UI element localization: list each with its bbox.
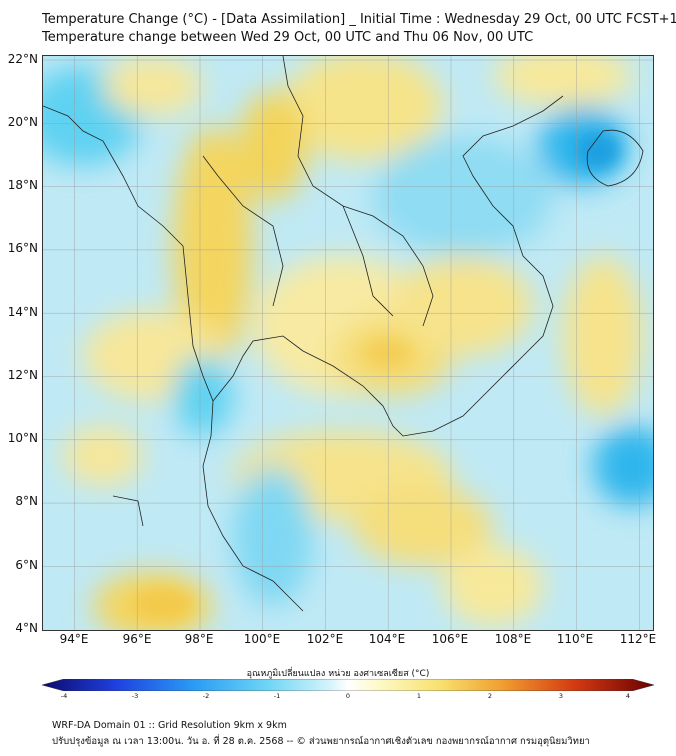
lon-label: 100°E: [243, 632, 281, 646]
temperature-field: [43, 56, 653, 630]
lat-label: 8°N: [15, 494, 38, 508]
lat-label: 12°N: [7, 368, 38, 382]
lon-label: 98°E: [184, 632, 214, 646]
lon-label: 112°E: [619, 632, 657, 646]
lat-label: 14°N: [7, 305, 38, 319]
colorbar-tick: 2: [487, 692, 493, 700]
lat-label: 10°N: [7, 431, 38, 445]
lon-label: 96°E: [122, 632, 152, 646]
colorbar-tick: -3: [131, 692, 139, 700]
colorbar-tick: 1: [416, 692, 422, 700]
colorbar-title: อุณหภูมิเปลี่ยนแปลง หน่วย องศาเซลเซียส (…: [246, 669, 430, 679]
lon-label: 106°E: [431, 632, 469, 646]
lon-label: 94°E: [59, 632, 89, 646]
colorbar-tick: -4: [60, 692, 68, 700]
lon-label: 104°E: [368, 632, 406, 646]
coastlines: [43, 56, 644, 612]
lon-label: 110°E: [556, 632, 594, 646]
lat-label: 16°N: [7, 241, 38, 255]
temperature-change-map: [42, 55, 654, 631]
colorbar-tick: 0: [345, 692, 351, 700]
footer-update-info: ปรับปรุงข้อมูล ณ เวลา 13:00น. วัน อ. ที่…: [52, 736, 590, 747]
lon-label: 102°E: [306, 632, 344, 646]
colorbar-tick: -1: [273, 692, 281, 700]
lon-label: 108°E: [494, 632, 532, 646]
map-subtitle: Temperature change between Wed 29 Oct, 0…: [42, 30, 534, 45]
lat-label: 6°N: [15, 558, 38, 572]
map-title: Temperature Change (°C) - [Data Assimila…: [42, 12, 676, 27]
colorbar: [42, 679, 654, 691]
lat-label: 22°N: [7, 52, 38, 66]
footer-model-info: WRF-DA Domain 01 :: Grid Resolution 9km …: [52, 720, 287, 731]
lat-label: 20°N: [7, 115, 38, 129]
map-canvas: [43, 56, 653, 630]
lat-label: 18°N: [7, 178, 38, 192]
colorbar-tick: 3: [558, 692, 564, 700]
lat-label: 4°N: [15, 621, 38, 635]
colorbar-tick: 4: [625, 692, 631, 700]
colorbar-tick: -2: [202, 692, 210, 700]
gridlines: [43, 56, 653, 630]
